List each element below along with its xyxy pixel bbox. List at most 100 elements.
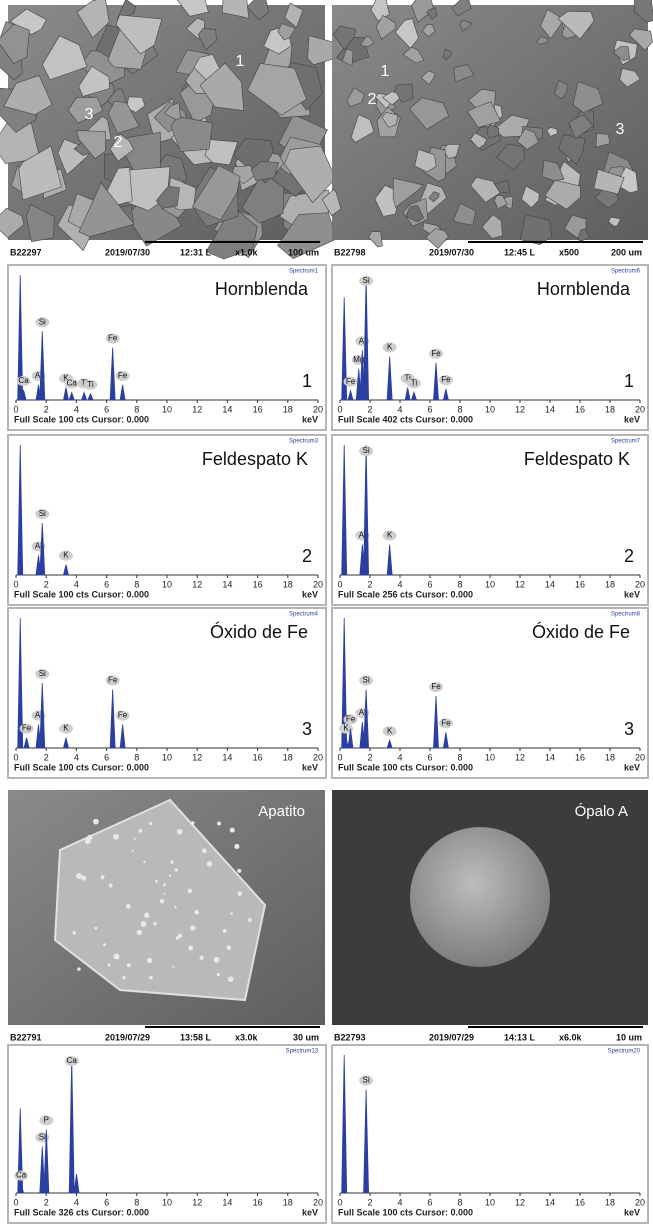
grain — [544, 179, 581, 210]
peak-label-bg — [16, 376, 31, 386]
x-tick-label: 0 — [337, 404, 342, 414]
x-tick-label: 0 — [13, 1197, 18, 1207]
info-time: 12:31 L — [180, 247, 212, 257]
grain — [246, 0, 270, 21]
peak — [109, 689, 116, 749]
peak-label: Fe — [441, 719, 451, 728]
grain — [0, 23, 30, 64]
peak — [442, 732, 449, 749]
grain — [332, 25, 357, 51]
grain — [420, 70, 436, 86]
peak-label-bg — [343, 714, 358, 725]
x-tick-label: 10 — [162, 1197, 172, 1207]
peak-label: Fe — [118, 371, 128, 380]
speck — [133, 837, 136, 840]
speck — [190, 821, 195, 825]
speck — [222, 928, 227, 933]
speck — [168, 874, 172, 877]
spectrum-number: 3 — [624, 719, 634, 739]
spectrum-title: Hornblenda — [215, 279, 309, 299]
peak-label-bg — [359, 276, 374, 286]
spectrum-number: 1 — [624, 371, 634, 391]
speck — [138, 828, 143, 833]
peak-label-bg — [382, 530, 397, 541]
sphere — [410, 827, 550, 967]
speck — [230, 912, 234, 915]
spectrum-number: 3 — [302, 719, 312, 739]
x-tick-label: 18 — [605, 579, 615, 589]
peak — [39, 682, 46, 749]
grain — [466, 101, 502, 128]
speck — [170, 860, 174, 864]
peak-label: Fe — [22, 724, 32, 733]
peak — [81, 391, 88, 401]
spectrum-tag: Spectrum3 — [289, 439, 319, 445]
peak-label: Al — [35, 711, 42, 720]
grain — [25, 203, 55, 243]
x-tick-label: 18 — [605, 1197, 615, 1207]
peak-label: Si — [363, 1076, 370, 1085]
x-tick-label: 14 — [545, 1197, 555, 1207]
peak — [404, 387, 411, 401]
info-mag: x6.0k — [559, 1032, 583, 1042]
peak-label: Si — [363, 276, 370, 285]
spectrum-tag: Spectrum1 — [289, 269, 319, 275]
grain — [426, 7, 438, 20]
peak — [17, 444, 24, 576]
x-tick-label: 10 — [162, 579, 172, 589]
x-axis-label: keV — [624, 414, 640, 424]
peak-label-bg — [35, 509, 50, 519]
grain — [408, 97, 450, 130]
grain — [0, 117, 41, 164]
spectrum-title: Feldespato K — [202, 449, 308, 469]
spectrum-title: Óxido de Fe — [532, 621, 630, 642]
peak-label-bg — [382, 342, 397, 353]
speck — [80, 875, 87, 881]
peak — [39, 522, 46, 576]
peak-label-bg — [359, 446, 374, 456]
x-tick-label: 6 — [104, 1197, 109, 1207]
speck — [87, 834, 93, 841]
peak-label: Al — [35, 542, 42, 551]
peak-label-bg — [406, 378, 421, 389]
peak-label: Si — [363, 446, 370, 455]
x-tick-label: 2 — [367, 1197, 372, 1207]
peak — [39, 331, 46, 401]
x-tick-label: 18 — [283, 404, 293, 414]
x-tick-label: 14 — [222, 404, 232, 414]
grain — [241, 167, 285, 224]
grain — [414, 148, 437, 173]
peak-label: Si — [363, 676, 370, 685]
peak — [18, 1183, 25, 1194]
x-tick-label: 6 — [427, 1197, 432, 1207]
x-tick-label: 12 — [192, 752, 202, 762]
peak-label-bg — [39, 1115, 54, 1126]
spectrum-number: 2 — [624, 546, 634, 566]
x-tick-label: 0 — [337, 752, 342, 762]
peak — [62, 737, 69, 749]
x-tick-label: 14 — [222, 579, 232, 589]
speck — [149, 821, 153, 826]
grain — [76, 130, 107, 160]
grain — [442, 144, 461, 159]
peak — [363, 689, 370, 749]
peak-label-bg — [35, 669, 50, 679]
spectrum-title: Hornblenda — [537, 279, 631, 299]
x-tick-label: 0 — [337, 1197, 342, 1207]
x-tick-label: 20 — [635, 404, 645, 414]
peak-label: K — [63, 724, 69, 733]
peak — [363, 444, 370, 576]
spectrum-footer: Full Scale 100 cts Cursor: 0.000 — [338, 762, 473, 772]
x-tick-label: 4 — [74, 404, 79, 414]
spectrum-footer: Full Scale 100 cts Cursor: 0.000 — [338, 1207, 473, 1217]
x-tick-label: 2 — [44, 752, 49, 762]
speck — [175, 936, 180, 940]
x-axis-label: keV — [624, 1207, 640, 1217]
peak-label-bg — [115, 371, 130, 381]
x-tick-label: 12 — [515, 1197, 525, 1207]
speck — [201, 848, 207, 854]
particle-marker: 1 — [236, 53, 245, 70]
grain — [459, 19, 472, 32]
x-tick-label: 20 — [635, 1197, 645, 1207]
grain — [191, 165, 241, 221]
